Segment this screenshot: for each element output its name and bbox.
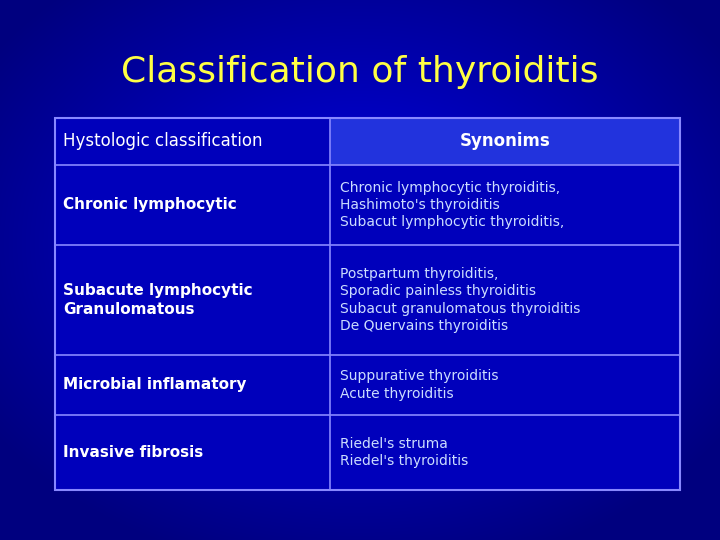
Text: Chronic lymphocytic: Chronic lymphocytic [63, 198, 237, 213]
Text: Subacute lymphocytic
Granulomatous: Subacute lymphocytic Granulomatous [63, 283, 253, 317]
Bar [330, 118, 680, 165]
Text: Riedel's struma
Riedel's thyroiditis: Riedel's struma Riedel's thyroiditis [340, 437, 468, 468]
Text: Postpartum thyroiditis,
Sporadic painless thyroiditis
Subacut granulomatous thyr: Postpartum thyroiditis, Sporadic painles… [340, 267, 580, 333]
Text: Microbial inflamatory: Microbial inflamatory [63, 377, 246, 393]
Text: Suppurative thyroiditis
Acute thyroiditis: Suppurative thyroiditis Acute thyroiditi… [340, 369, 498, 401]
Bar [55, 118, 680, 490]
Text: Invasive fibrosis: Invasive fibrosis [63, 445, 203, 460]
Bar [55, 118, 680, 490]
Text: Hystologic classification: Hystologic classification [63, 132, 263, 151]
Text: Classification of thyroiditis: Classification of thyroiditis [121, 55, 599, 89]
Text: Synonims: Synonims [459, 132, 550, 151]
Text: Chronic lymphocytic thyroiditis,
Hashimoto's thyroiditis
Subacut lymphocytic thy: Chronic lymphocytic thyroiditis, Hashimo… [340, 181, 564, 230]
